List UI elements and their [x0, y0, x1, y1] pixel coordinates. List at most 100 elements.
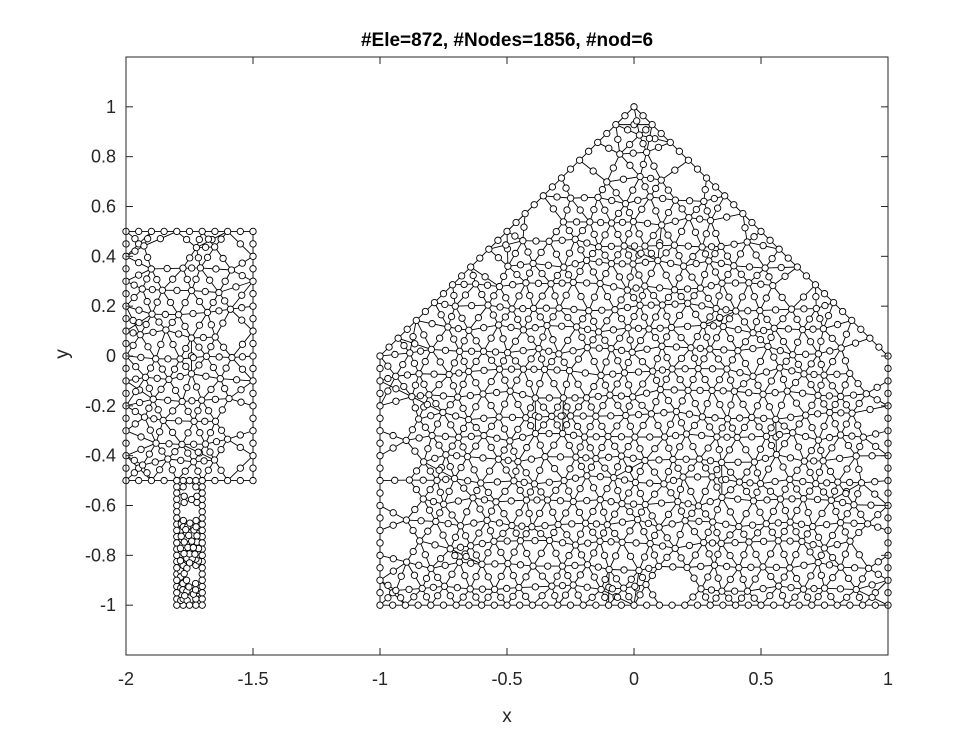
mesh-node	[549, 205, 557, 213]
mesh-node	[833, 601, 841, 609]
mesh-node	[525, 509, 533, 518]
mesh-node	[723, 252, 732, 260]
mesh-node	[677, 507, 686, 515]
mesh-node	[545, 429, 553, 438]
mesh-node	[192, 516, 200, 525]
mesh-node	[392, 397, 400, 405]
mesh-node	[798, 537, 806, 546]
mesh-node	[614, 486, 622, 495]
mesh-node	[519, 433, 527, 441]
mesh-node	[723, 562, 731, 571]
mesh-node	[164, 396, 172, 404]
mesh-nodes	[376, 103, 892, 609]
mesh-node	[871, 490, 879, 498]
mesh-node	[780, 550, 788, 559]
mesh-node	[668, 365, 676, 373]
mesh-node	[204, 407, 213, 415]
mesh-node	[626, 273, 634, 281]
mesh-node	[726, 531, 734, 539]
mesh-node	[700, 355, 708, 363]
mesh-node	[548, 412, 556, 420]
mesh-node	[624, 381, 633, 389]
mesh-node	[811, 281, 820, 289]
mesh-node	[189, 309, 197, 318]
mesh-node	[185, 601, 194, 609]
mesh-node	[563, 531, 571, 539]
mesh-node	[652, 184, 660, 193]
mesh-node	[249, 439, 257, 447]
mesh-node	[456, 543, 465, 551]
mesh-node	[871, 601, 879, 609]
mesh-node	[180, 498, 188, 507]
mesh-node	[820, 422, 828, 430]
mesh-node	[599, 401, 607, 410]
mesh-node	[152, 439, 160, 447]
mesh-node	[524, 248, 532, 256]
mesh-node	[862, 390, 870, 398]
mesh-node	[416, 392, 425, 400]
mesh-node	[781, 272, 789, 280]
mesh-node	[741, 338, 750, 346]
mesh-node	[828, 382, 836, 390]
mesh-node	[577, 292, 585, 301]
mesh-node	[168, 318, 176, 326]
mesh-node	[772, 563, 780, 572]
mesh-node	[493, 478, 501, 486]
mesh-node	[656, 385, 665, 394]
mesh-node	[586, 422, 594, 431]
mesh-node	[808, 423, 816, 432]
mesh-node	[531, 429, 540, 438]
x-axis: -2 -1.5 -1 -0.5 0 0.5 1	[118, 57, 893, 689]
mesh-node	[530, 365, 538, 373]
mesh-node	[640, 313, 649, 321]
mesh-node	[693, 473, 702, 481]
mesh-node	[787, 305, 796, 313]
mesh-node	[412, 316, 420, 325]
mesh-node	[565, 249, 574, 257]
mesh-node	[820, 290, 829, 298]
mesh-node	[616, 150, 624, 158]
mesh-node	[868, 581, 876, 589]
mesh-node	[183, 275, 191, 284]
mesh-node	[564, 271, 573, 279]
mesh-node	[478, 560, 486, 568]
mesh-node	[587, 463, 596, 471]
mesh-node	[559, 218, 568, 226]
mesh-node	[471, 280, 480, 288]
mesh-node	[477, 601, 486, 609]
mesh-node	[792, 528, 800, 536]
mesh-node	[198, 227, 206, 236]
mesh-node	[405, 476, 414, 484]
mesh-node	[747, 563, 755, 571]
mesh-node	[499, 357, 508, 365]
mesh-node	[487, 443, 495, 452]
mesh-node	[799, 477, 807, 486]
mesh-node	[179, 483, 187, 491]
mesh-node	[543, 321, 551, 330]
mesh-node	[812, 304, 820, 313]
mesh-node	[551, 592, 559, 600]
mesh-node	[734, 325, 742, 334]
mesh-node	[614, 230, 622, 239]
mesh-node	[634, 410, 643, 419]
mesh-node	[523, 443, 531, 452]
mesh-node	[193, 532, 201, 540]
mesh-node	[189, 353, 197, 362]
mesh-layer	[122, 103, 892, 609]
mesh-node	[206, 448, 214, 456]
mesh-node	[614, 401, 622, 409]
mesh-node	[842, 489, 850, 498]
mesh-node	[465, 326, 473, 334]
mesh-node	[834, 478, 842, 486]
mesh-node	[503, 227, 511, 236]
mesh-node	[727, 486, 735, 494]
mesh-node	[183, 383, 191, 392]
mesh-node	[634, 196, 642, 204]
mesh-node	[705, 550, 713, 558]
mesh-node	[800, 305, 808, 313]
mesh-node	[552, 549, 560, 557]
mesh-node	[459, 424, 468, 433]
mesh-node	[171, 448, 179, 456]
mesh-node	[730, 201, 738, 209]
mesh-node	[603, 521, 611, 529]
